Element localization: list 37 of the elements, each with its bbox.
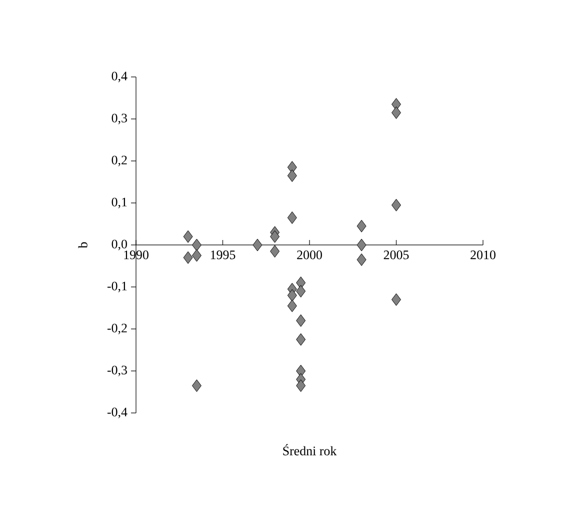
point <box>192 249 202 262</box>
point <box>287 169 297 182</box>
y-axis-title: b <box>78 242 88 248</box>
x-tick-label: 2000 <box>297 250 322 260</box>
point <box>252 238 262 252</box>
point <box>270 230 280 243</box>
point <box>356 238 366 252</box>
y-tick-label: -0,4 <box>107 408 128 418</box>
point <box>287 300 297 312</box>
y-tick-label: 0,0 <box>112 240 127 250</box>
point <box>356 253 366 266</box>
point <box>296 314 306 327</box>
point <box>183 251 193 264</box>
point <box>296 379 306 392</box>
point <box>392 293 402 306</box>
y-tick-label: -0,1 <box>107 282 127 292</box>
point <box>296 333 306 346</box>
point <box>356 220 366 232</box>
y-tick-label: -0,3 <box>107 366 127 376</box>
x-axis-title: Średni rok <box>283 444 337 456</box>
y-tick-label: 0,2 <box>112 156 127 166</box>
point <box>192 238 202 252</box>
point <box>183 230 193 243</box>
y-tick-label: 0,4 <box>112 72 128 82</box>
point <box>287 211 297 224</box>
point <box>287 289 297 302</box>
x-tick-label: 2010 <box>470 250 496 260</box>
point <box>192 379 202 392</box>
y-tick-label: 0,3 <box>112 114 127 124</box>
x-tick-label: 1995 <box>210 250 236 260</box>
y-tick-label: 0,1 <box>112 198 127 208</box>
point <box>270 245 280 258</box>
y-tick-label: -0,2 <box>107 324 127 334</box>
point <box>296 284 306 298</box>
point <box>392 198 402 212</box>
point <box>392 106 402 119</box>
x-tick-label: 2005 <box>384 250 409 260</box>
